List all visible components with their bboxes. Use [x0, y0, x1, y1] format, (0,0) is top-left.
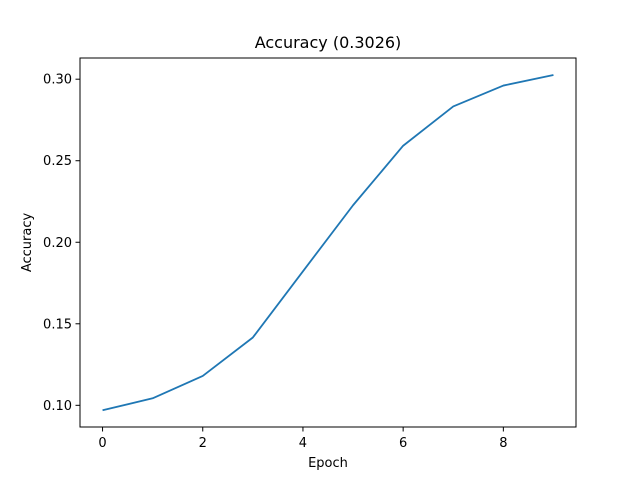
series-line-0	[102, 74, 554, 412]
y-tick-label: 0.15	[43, 317, 72, 332]
x-tick-label: 0	[98, 436, 106, 451]
chart-title: Accuracy (0.3026)	[255, 33, 402, 52]
x-tick-label: 4	[299, 436, 307, 451]
x-tick-label: 6	[399, 436, 407, 451]
y-tick-label: 0.20	[43, 236, 72, 251]
y-tick-label: 0.30	[43, 73, 72, 88]
y-axis-label: Accuracy	[20, 213, 35, 273]
y-tick-label: 0.10	[43, 399, 72, 414]
x-axis-label: Epoch	[308, 456, 348, 471]
x-tick-label: 8	[499, 436, 507, 451]
y-tick-label: 0.25	[43, 154, 72, 169]
x-tick-label: 2	[199, 436, 207, 451]
